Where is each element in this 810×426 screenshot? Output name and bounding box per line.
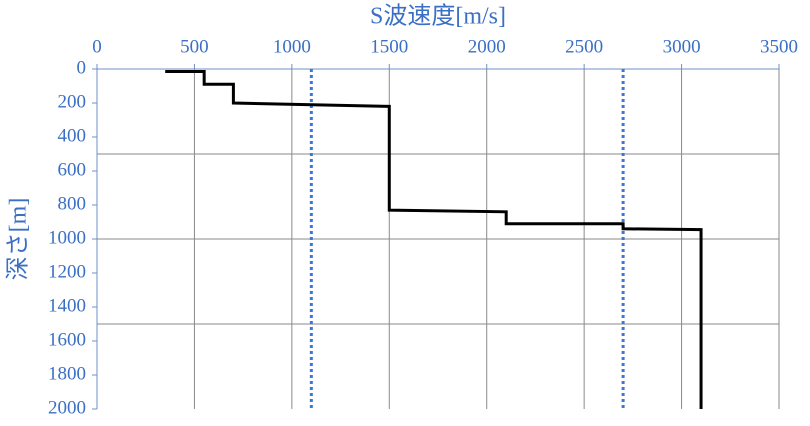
x-tick-label: 2500: [565, 36, 603, 57]
y-axis-title: 深さ[m]: [5, 198, 32, 281]
x-tick-label: 1500: [370, 36, 408, 57]
y-tick-label: 1200: [48, 261, 86, 282]
y-tick-label: 0: [77, 57, 87, 78]
y-tick-label: 1800: [48, 363, 86, 384]
x-tick-label: 1000: [273, 36, 311, 57]
y-tick-label: 1000: [48, 227, 86, 248]
y-tick-label: 600: [58, 159, 87, 180]
y-tick-label: 2000: [48, 397, 86, 418]
x-tick-label: 500: [180, 36, 209, 57]
x-tick-label: 0: [92, 36, 102, 57]
y-tick-label: 400: [58, 125, 87, 146]
y-tick-label: 1600: [48, 329, 86, 350]
y-tick-label: 800: [58, 193, 87, 214]
chart-title: S波速度[m/s]: [370, 3, 506, 30]
data-line: [165, 70, 703, 409]
x-tick-label: 3000: [663, 36, 701, 57]
x-tick-label: 3500: [760, 36, 798, 57]
x-tick-label: 2000: [468, 36, 506, 57]
y-tick-label: 1400: [48, 295, 86, 316]
y-tick-label: 200: [58, 91, 87, 112]
